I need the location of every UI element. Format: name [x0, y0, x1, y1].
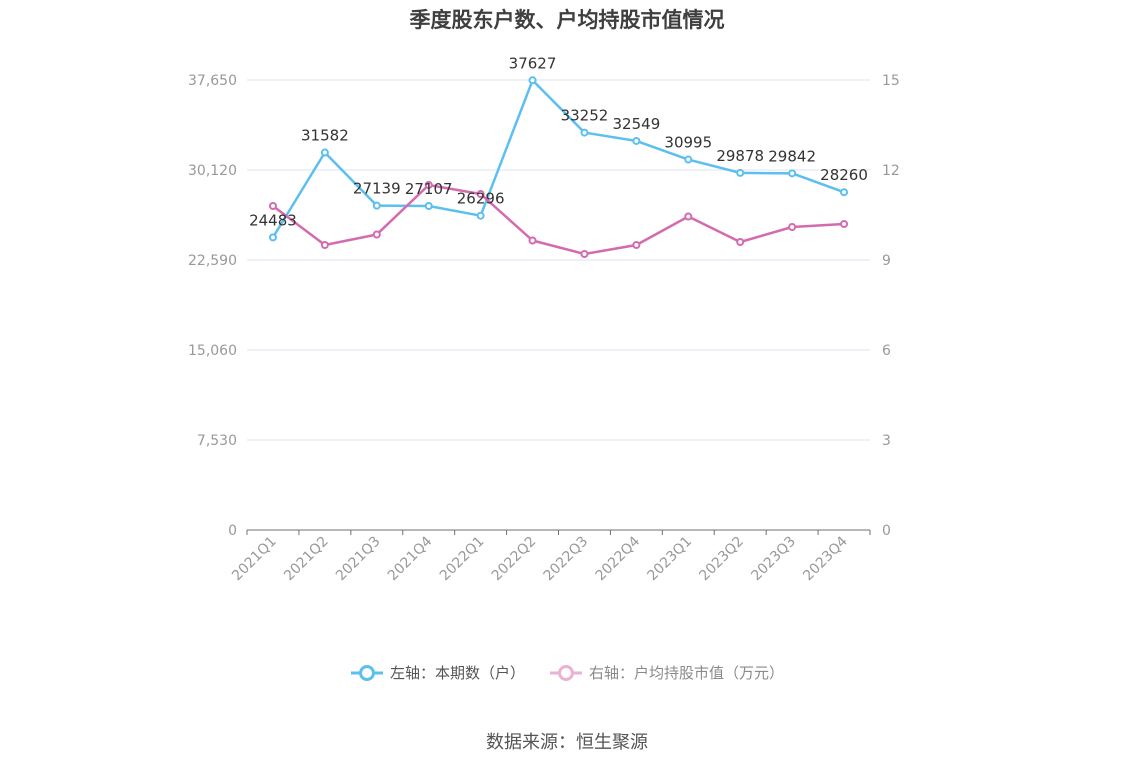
- x-axis-category-label: 2022Q2: [489, 534, 540, 585]
- left-axis-tick-label: 0: [228, 523, 237, 539]
- left-series-point: [840, 188, 849, 197]
- legend-item-right-series[interactable]: 右轴：户均持股市值（万元）: [549, 662, 784, 683]
- data-label: 27107: [405, 180, 453, 198]
- x-axis-category-label: 2022Q4: [593, 533, 644, 584]
- legend: 左轴：本期数（户） 右轴：户均持股市值（万元）: [0, 662, 1134, 683]
- left-series-point: [736, 168, 745, 177]
- left-series-point: [580, 128, 589, 137]
- left-series-point: [424, 202, 433, 211]
- left-series-line: [271, 79, 845, 239]
- data-label: 33252: [561, 107, 609, 125]
- x-axis-category-label: 2021Q4: [385, 533, 436, 584]
- right-series-point: [632, 241, 641, 249]
- source-note: 数据来源：恒生聚源: [486, 732, 648, 753]
- left-series-point: [320, 148, 329, 157]
- x-axis-category-label: 2023Q2: [696, 534, 747, 585]
- right-axis-tick-label: 15: [882, 73, 900, 89]
- legend-item-left-series[interactable]: 左轴：本期数（户）: [350, 662, 525, 683]
- data-label: 26296: [457, 190, 505, 208]
- right-series-point: [840, 220, 849, 228]
- x-axis-category-label: 2023Q4: [800, 533, 851, 584]
- left-series-point: [788, 169, 797, 178]
- right-series-point: [372, 230, 381, 239]
- left-series-point: [268, 233, 277, 242]
- left-series-legend-icon: [350, 664, 383, 681]
- grid-layer: [247, 79, 870, 441]
- left-series-point: [372, 201, 381, 210]
- right-axis-tick-label: 6: [882, 343, 891, 359]
- right-series-point: [424, 181, 433, 189]
- right-axis-tick-label: 3: [882, 433, 891, 449]
- right-series-point: [268, 202, 277, 210]
- right-series-legend-icon: [550, 664, 582, 681]
- data-label: 24483: [249, 211, 297, 229]
- left-axis-tick-label: 7,530: [197, 433, 237, 449]
- right-series-point: [580, 250, 589, 258]
- x-axis-category-label: 2022Q1: [437, 534, 488, 585]
- x-axis-category-label: 2021Q1: [229, 534, 280, 585]
- x-axis-category-label: 2021Q2: [281, 534, 332, 585]
- chart-title: 季度股东户数、户均持股市值情况: [409, 8, 725, 32]
- right-axis-tick-label: 9: [882, 253, 891, 269]
- x-axis-category-label: 2021Q3: [333, 534, 384, 585]
- right-axis-tick-label: 0: [882, 523, 891, 539]
- x-axis-category-label: 2022Q3: [541, 534, 592, 585]
- right-series-point: [320, 241, 329, 249]
- data-label: 30995: [664, 134, 712, 152]
- legend-label-left-series: 左轴：本期数（户）: [389, 664, 525, 682]
- right-series-point: [684, 212, 693, 221]
- data-label: 27139: [353, 180, 401, 198]
- right-series-point: [528, 236, 537, 245]
- left-axis-tick-label: 37,650: [188, 73, 237, 89]
- data-label: 29878: [716, 147, 764, 165]
- x-axis-category-label: 2023Q1: [645, 534, 696, 585]
- data-label: 32549: [613, 115, 661, 133]
- left-series-point: [684, 155, 693, 164]
- left-axis-tick-label: 22,590: [188, 253, 237, 269]
- right-series-point: [788, 223, 797, 231]
- left-axis-tick-label: 15,060: [188, 343, 237, 359]
- series-layer: [268, 76, 849, 258]
- left-series-point: [632, 136, 641, 145]
- x-axis-category-label: 2023Q3: [748, 534, 799, 585]
- right-series-line: [272, 183, 845, 256]
- data-label: 37627: [509, 54, 557, 72]
- left-axis-tick-label: 30,120: [188, 163, 237, 179]
- legend-label-right-series: 右轴：户均持股市值（万元）: [589, 664, 785, 682]
- left-series-point: [528, 76, 537, 85]
- data-label: 29842: [768, 147, 816, 165]
- data-label: 28260: [820, 166, 868, 184]
- right-series-point: [476, 190, 485, 198]
- data-label: 31582: [301, 127, 349, 145]
- right-series-point: [736, 238, 745, 246]
- left-series-point: [476, 211, 485, 220]
- right-axis-tick-label: 12: [882, 163, 900, 179]
